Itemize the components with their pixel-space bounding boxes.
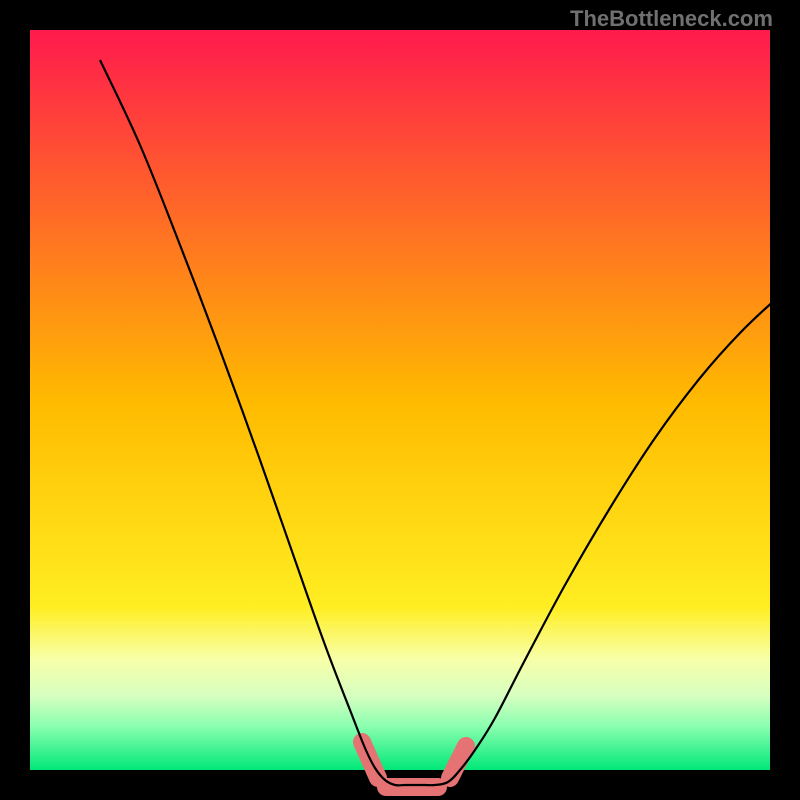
gradient-plot-area [30, 30, 770, 770]
chart-root: TheBottleneck.com [0, 0, 800, 800]
curve-layer [30, 30, 800, 800]
watermark-text: TheBottleneck.com [570, 6, 773, 32]
v-curve-path [100, 60, 800, 785]
